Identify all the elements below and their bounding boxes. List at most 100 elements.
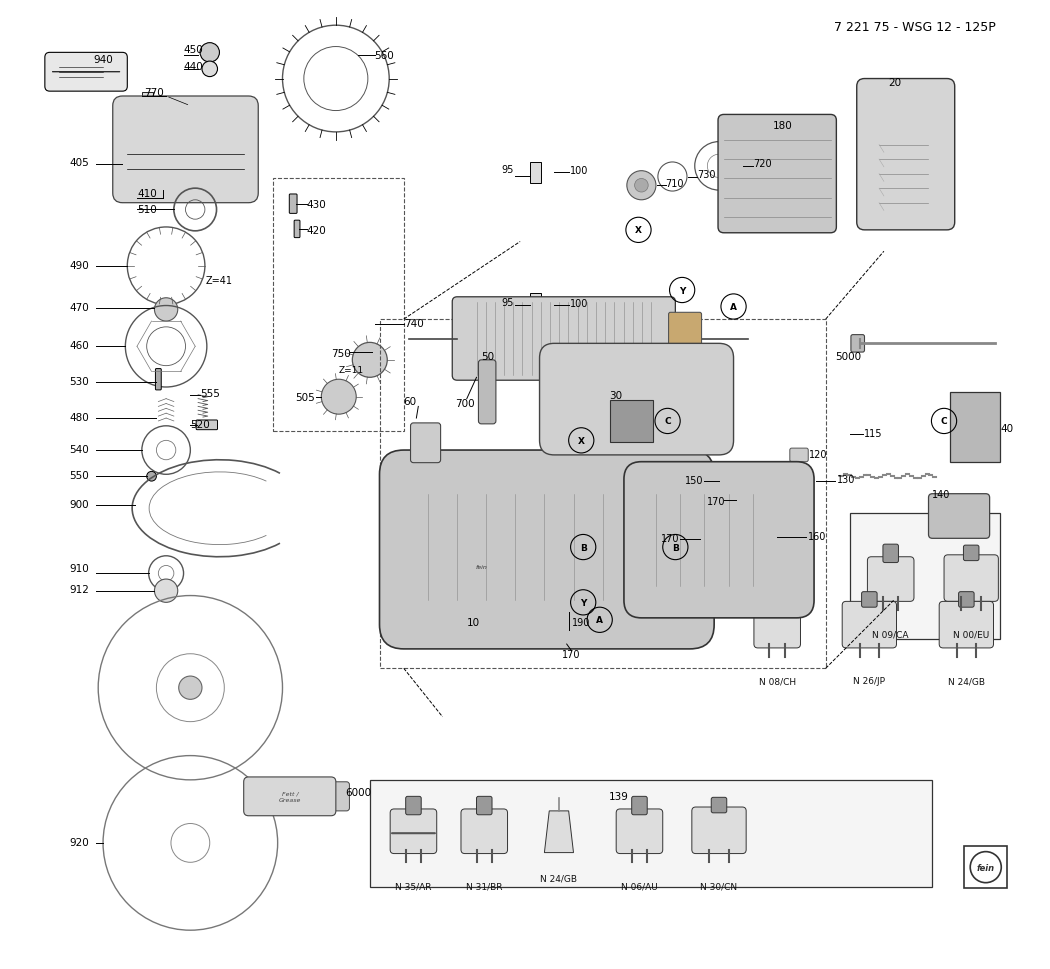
Circle shape [201,44,219,63]
Circle shape [634,179,648,193]
Text: 730: 730 [697,170,716,179]
FancyBboxPatch shape [624,462,814,618]
Text: 160: 160 [808,532,826,542]
Text: 912: 912 [69,584,89,594]
Text: C: C [665,417,671,426]
Text: 130: 130 [837,475,856,484]
Text: N 09/CA: N 09/CA [873,630,909,639]
Text: 150: 150 [685,476,704,485]
Text: B: B [580,543,587,552]
Text: N 35/AR: N 35/AR [395,882,432,891]
Text: 900: 900 [69,500,89,510]
FancyBboxPatch shape [45,53,127,92]
Text: 170: 170 [708,497,726,507]
Text: 20: 20 [888,78,902,88]
Text: 555: 555 [201,389,219,398]
FancyBboxPatch shape [692,807,747,854]
FancyBboxPatch shape [477,797,492,815]
Text: 470: 470 [69,303,89,313]
Text: 95: 95 [502,165,514,174]
Text: 560: 560 [375,51,395,61]
Text: 50: 50 [481,352,495,361]
Text: 100: 100 [569,298,588,308]
FancyBboxPatch shape [770,591,785,610]
Text: N 31/BR: N 31/BR [466,882,503,891]
FancyBboxPatch shape [540,344,734,455]
Text: C: C [941,417,947,426]
FancyBboxPatch shape [950,392,1001,462]
FancyBboxPatch shape [290,195,297,214]
Text: 120: 120 [810,450,827,459]
Text: 910: 910 [69,564,89,574]
Text: N 08/CH: N 08/CH [759,676,796,685]
Text: X: X [635,226,642,235]
FancyBboxPatch shape [632,797,647,815]
Text: N 24/GB: N 24/GB [948,676,985,685]
Text: N 06/AU: N 06/AU [622,882,658,891]
Text: 405: 405 [69,158,89,168]
FancyBboxPatch shape [530,294,542,315]
FancyBboxPatch shape [453,297,675,381]
Text: 40: 40 [1001,423,1013,433]
Text: 170: 170 [660,534,679,544]
Text: 6000: 6000 [345,788,372,797]
Text: 720: 720 [753,159,772,169]
FancyBboxPatch shape [964,546,979,561]
FancyBboxPatch shape [964,846,1007,889]
Text: 100: 100 [569,166,588,175]
Text: 940: 940 [93,55,113,65]
FancyBboxPatch shape [610,400,653,443]
Text: 460: 460 [69,341,89,351]
Text: 520: 520 [190,420,210,429]
Text: 95: 95 [502,297,514,307]
FancyBboxPatch shape [883,545,899,563]
FancyBboxPatch shape [411,423,441,463]
Text: Z=11: Z=11 [339,365,364,375]
Text: 420: 420 [307,226,327,235]
Text: 920: 920 [69,837,89,847]
FancyBboxPatch shape [790,449,808,462]
Text: 440: 440 [184,62,204,72]
Text: B: B [672,543,678,552]
Text: A: A [596,615,603,625]
Text: 170: 170 [562,649,581,659]
Text: 115: 115 [863,428,882,438]
Text: 140: 140 [932,489,951,499]
FancyBboxPatch shape [867,557,914,602]
FancyBboxPatch shape [405,797,421,815]
FancyBboxPatch shape [294,221,300,238]
FancyBboxPatch shape [718,115,837,234]
Circle shape [154,579,177,603]
FancyBboxPatch shape [857,79,954,231]
FancyBboxPatch shape [479,360,496,424]
Circle shape [154,298,177,322]
Circle shape [627,172,656,201]
FancyBboxPatch shape [849,514,1001,640]
FancyBboxPatch shape [939,602,993,648]
FancyBboxPatch shape [327,782,350,811]
Text: 550: 550 [69,471,89,481]
FancyBboxPatch shape [944,555,999,602]
Circle shape [202,62,217,78]
Polygon shape [544,811,573,853]
FancyBboxPatch shape [391,809,437,854]
Text: 5000: 5000 [836,352,861,361]
Text: 10: 10 [467,617,480,627]
Text: 30: 30 [609,391,623,400]
Text: N 30/CN: N 30/CN [700,882,737,891]
FancyBboxPatch shape [530,163,542,184]
FancyBboxPatch shape [112,97,258,203]
FancyBboxPatch shape [928,494,990,539]
FancyBboxPatch shape [461,809,507,854]
FancyBboxPatch shape [842,602,897,648]
Text: fein: fein [976,862,994,872]
Text: Y: Y [580,598,586,608]
Text: 710: 710 [666,179,685,189]
Text: 510: 510 [136,204,156,214]
FancyBboxPatch shape [850,335,864,353]
Text: 410: 410 [136,189,156,199]
FancyBboxPatch shape [862,592,877,608]
FancyBboxPatch shape [711,797,727,813]
Text: Fett /
Grease: Fett / Grease [279,791,301,802]
Circle shape [178,676,202,700]
